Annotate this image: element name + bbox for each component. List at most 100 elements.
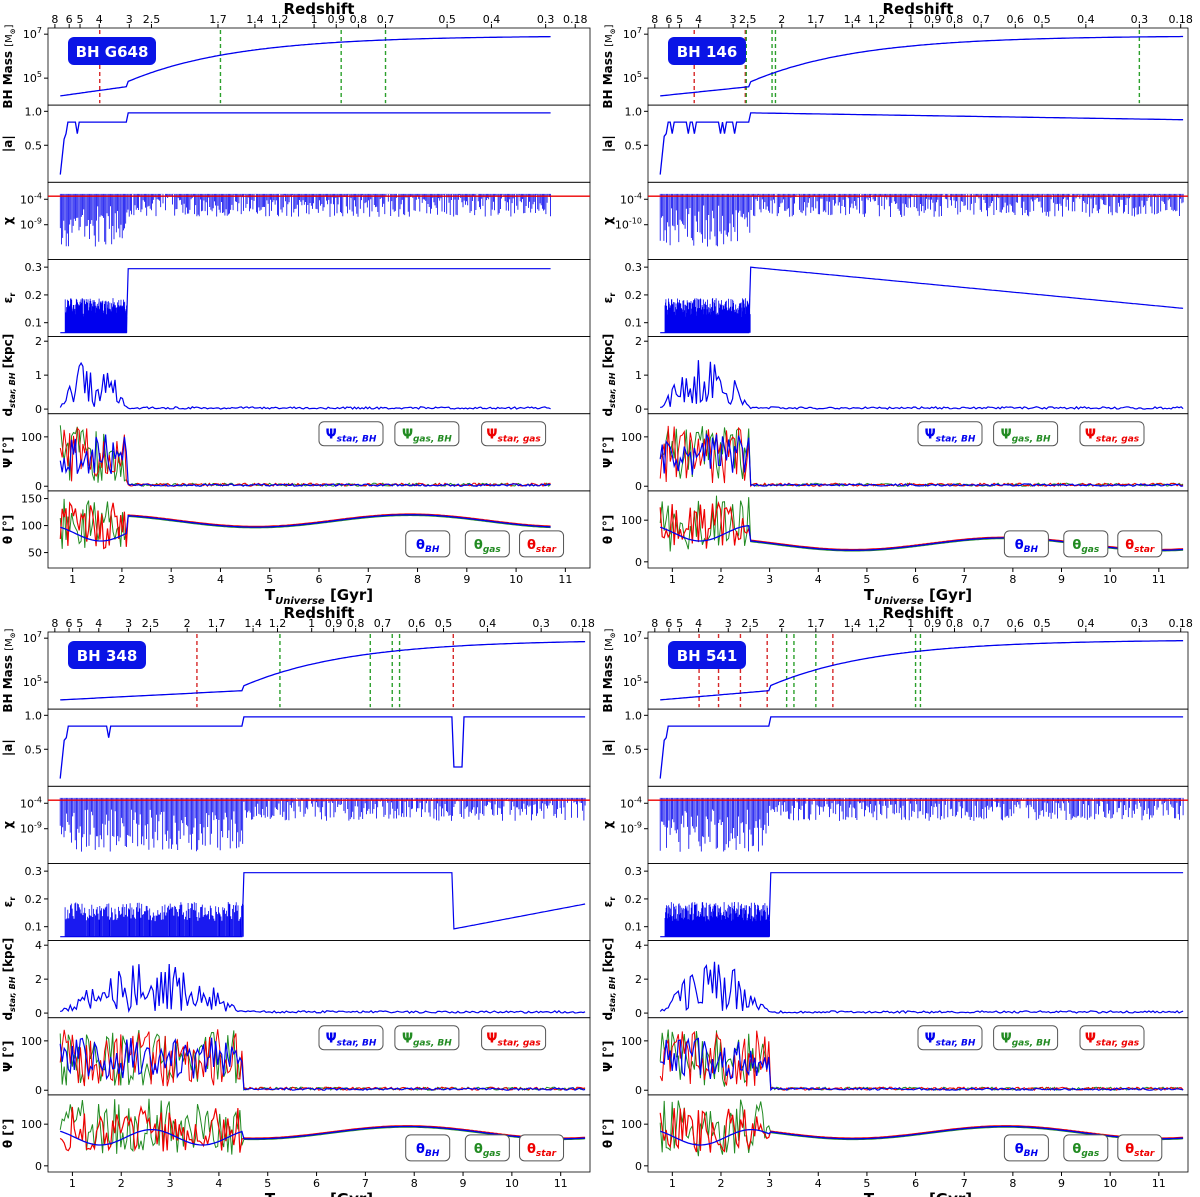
redshift-tick-label: 0.18 <box>1168 13 1193 26</box>
distance-line <box>60 963 586 1014</box>
x-tick-label: 1 <box>669 1177 676 1190</box>
psi-legend-entry: Ψstar, gas <box>1079 421 1145 447</box>
panel-frame <box>647 940 1189 1019</box>
panel-psi: 0 100 Ψ [°] Ψstar, BH Ψgas, BH Ψstar, gas <box>601 413 1189 493</box>
redshift-tick-label: 1 <box>907 13 914 26</box>
legend-text: θBH <box>1015 538 1039 555</box>
redshift-tick-label: 0.9 <box>325 617 343 630</box>
redshift-tick-label: 0.6 <box>1007 13 1025 26</box>
x-tick-label: 6 <box>912 573 919 586</box>
legend-text: θstar <box>1125 1142 1155 1159</box>
y-axis-label: dstar, BH [kpc] <box>1 938 17 1021</box>
y-tick-label: 2 <box>635 335 642 348</box>
legend-box <box>1079 421 1145 447</box>
y-axis-label: Ψ [°] <box>601 437 615 468</box>
y-tick-label: 0.5 <box>625 139 643 152</box>
x-tick-label: 7 <box>961 1177 968 1190</box>
psi-legend-entry: Ψstar, BH <box>318 421 384 447</box>
redshift-tick-label: 1.4 <box>244 617 262 630</box>
y-tick-label: 0 <box>635 1007 642 1020</box>
eps-line <box>660 872 1184 938</box>
y-tick-label: 1.0 <box>625 709 643 722</box>
legend-text: θBH <box>416 538 440 555</box>
y-tick-label: 1.0 <box>25 105 43 118</box>
y-tick-label: 100 <box>21 431 42 444</box>
redshift-tick-label: 0.5 <box>435 617 453 630</box>
theta-legend-entry: θBH <box>405 530 451 558</box>
x-tick-label: 2 <box>118 573 125 586</box>
panel-frame <box>47 708 591 787</box>
y-tick-label: 10-9 <box>20 217 42 232</box>
y-tick-label: 0 <box>635 403 642 416</box>
y-tick-label: 10-4 <box>20 795 42 810</box>
redshift-tick-label: 0.18 <box>1168 617 1193 630</box>
bh-mass-line <box>60 640 586 701</box>
bh-badge <box>68 641 146 669</box>
x-tick-label: 7 <box>362 1177 369 1190</box>
legend-box <box>464 1134 510 1162</box>
panel-theta: 0 100 θ [°] θBH θgas θstar <box>1 1094 591 1173</box>
legend-box <box>519 1134 565 1162</box>
panel-frame <box>47 259 591 337</box>
legend-text: Ψstar, gas <box>1085 428 1140 445</box>
legend-text: θstar <box>527 538 557 555</box>
psi-star-bh-line <box>59 1037 586 1091</box>
panel-psi: 0 100 Ψ [°] Ψstar, BH Ψgas, BH Ψstar, gas <box>601 1017 1189 1097</box>
bh-badge-label: BH G648 <box>76 43 149 61</box>
x-tick-label: 6 <box>912 1177 919 1190</box>
redshift-tick-label: 0.18 <box>563 13 588 26</box>
y-tick-label: 0.2 <box>625 893 643 906</box>
y-axis-label: |a| <box>1 739 15 756</box>
x-axis-label: TUniverse [Gyr] <box>265 1190 373 1197</box>
redshift-tick-label: 2.5 <box>739 13 757 26</box>
y-tick-label: 107 <box>623 26 642 41</box>
y-axis-label: |a| <box>601 739 615 756</box>
y-tick-label: 1 <box>35 369 42 382</box>
psi-star-bh-line <box>660 1037 1184 1092</box>
y-tick-label: 4 <box>35 939 42 952</box>
x-tick-label: 1 <box>69 1177 76 1190</box>
psi-legend-entry: Ψgas, BH <box>993 421 1059 447</box>
redshift-tick-label: 3 <box>730 13 737 26</box>
distance-line <box>660 360 1184 410</box>
y-axis-label: χ <box>601 821 615 829</box>
x-tick-label: 5 <box>863 1177 870 1190</box>
legend-text: θstar <box>527 1142 557 1159</box>
redshift-tick-label: 0.8 <box>946 617 964 630</box>
theta-star-line <box>659 1108 1184 1153</box>
redshift-tick-label: 0.5 <box>1033 13 1051 26</box>
legend-text: θBH <box>416 1142 440 1159</box>
redshift-tick-label: 1.4 <box>246 13 264 26</box>
redshift-axis-title: Redshift <box>883 0 954 18</box>
redshift-tick-label: 1.7 <box>209 13 227 26</box>
redshift-tick-label: 0.18 <box>570 617 595 630</box>
bh-badge-label: BH 146 <box>677 43 738 61</box>
legend-text: Ψstar, gas <box>486 1032 541 1049</box>
redshift-tick-label: 1.7 <box>208 617 226 630</box>
redshift-tick-label: 4 <box>95 617 102 630</box>
y-tick-label: 0 <box>35 1084 42 1097</box>
y-axis-label: |a| <box>601 135 615 152</box>
x-tick-label: 4 <box>815 1177 822 1190</box>
y-tick-label: 0.5 <box>625 743 643 756</box>
legend-box <box>1003 530 1049 558</box>
y-tick-label: 1 <box>635 369 642 382</box>
y-tick-label: 0.2 <box>25 289 43 302</box>
x-tick-label: 1 <box>69 573 76 586</box>
y-tick-label: 2 <box>35 973 42 986</box>
panel-frame <box>647 708 1189 787</box>
y-tick-label: 0 <box>635 1084 642 1097</box>
legend-text: θBH <box>1015 1142 1039 1159</box>
legend-box <box>394 1025 460 1051</box>
legend-text: θgas <box>1072 1142 1099 1159</box>
y-tick-label: 105 <box>623 674 642 689</box>
panel-eps: 0.1 0.2 0.3 εr <box>1 863 591 941</box>
y-tick-label: 0.1 <box>625 921 643 934</box>
redshift-tick-label: 4 <box>695 13 702 26</box>
y-tick-label: 2 <box>635 973 642 986</box>
bh-mass-line <box>60 35 551 97</box>
redshift-tick-label: 1 <box>907 617 914 630</box>
y-tick-label: 0 <box>35 1160 42 1173</box>
redshift-tick-label: 1.2 <box>269 617 287 630</box>
eps-low-state <box>664 298 751 333</box>
